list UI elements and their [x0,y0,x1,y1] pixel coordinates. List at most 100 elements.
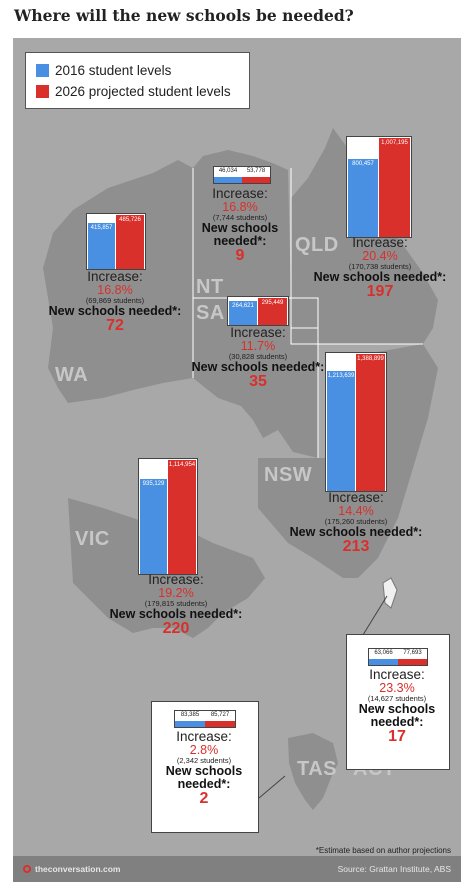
legend-label: 2026 projected student levels [55,83,231,99]
legend-item-2016: 2016 student levels [36,62,171,78]
bar-label-2026-qld: 1,007,195 [381,140,408,146]
bar-2026-sa: 295,449 [258,298,287,325]
state-label-qld: QLD [295,234,339,256]
legend-label: 2016 student levels [55,62,172,78]
region-info-act: Increase: 23.3% (14,627 students) New schoo… [346,667,448,746]
bar-2026-nt [242,177,270,183]
state-borders [192,168,423,458]
schools-needed-label: New schools [358,702,436,717]
nt-shape [193,150,291,298]
state-label-sa: SA [196,302,225,324]
increase-label: Increase: [148,572,204,587]
bar-2026-act [398,659,427,665]
increase-label: Increase: [369,667,425,682]
bar-2026-tas [205,721,235,727]
page-title: Where will the new schools be needed? [14,6,354,25]
legend-swatch-red [36,84,49,98]
legend-item-2026: 2026 projected student levels [36,83,231,99]
schools-needed-value: 72 [106,317,124,335]
increase-label: Increase: [212,186,268,201]
region-info-vic: Increase: 19.2% (179,815 students) New scho… [101,572,251,638]
state-label-vic: VIC [75,528,110,550]
schools-needed-value: 9 [235,247,245,265]
region-info-wa: Increase: 16.8% (69,869 students) New schoo… [41,269,189,335]
schools-needed-label: New schools needed*: [289,525,423,540]
increase-label: Increase: [230,325,286,340]
bar-label-2026-act: 77,693 [403,650,422,656]
act-shape [382,577,398,609]
increase-students: (7,744 students) [212,213,268,223]
bar-2016-sa: 264,621 [229,300,257,325]
increase-percent: 16.8% [97,283,133,298]
footnote: *Estimate based on author projections [315,846,451,855]
bar-label-2016-qld: 800,457 [352,160,374,167]
bar-frame-nsw: 1,213,639 1,388,899 [325,352,387,492]
region-info-tas: Increase: 2.8% (2,342 students) New schools… [151,729,257,808]
bar-frame-sa: 264,621 295,449 [227,296,289,326]
bar-label-2026-sa: 295,449 [261,300,284,306]
schools-needed-label: New schools needed*: [313,270,447,285]
increase-label: Increase: [352,235,408,250]
bar-frame-wa: 415,857 485,726 [86,213,146,270]
schools-needed-label: New schools needed*: [48,304,182,319]
schools-needed-label: needed*: [370,715,424,730]
bar-2026-nsw: 1,388,899 [356,354,385,491]
region-info-sa: Increase: 11.7% (30,828 students) New schoo… [188,325,328,391]
bar-label-2016-vic: 935,129 [142,480,165,487]
schools-needed-value: 35 [249,373,267,391]
tas-shape [288,733,338,810]
increase-students: (69,869 students) [85,296,145,306]
increase-label: Increase: [87,269,143,284]
increase-students: (2,342 students) [176,756,232,766]
increase-percent: 14.4% [338,504,374,519]
increase-students: (175,260 students) [324,517,388,527]
bar-label-2026-wa: 485,726 [119,217,141,223]
tas-callout-line [258,775,286,799]
schools-needed-label: needed*: [213,234,267,249]
bar-2016-nt [214,177,242,183]
bar-2016-vic: 935,129 [140,478,167,574]
bar-label-2016-wa: 415,857 [90,224,113,231]
bar-2026-vic: 1,114,954 [168,460,196,574]
footer-bar: theconversation.com Source: Grattan Inst… [13,856,461,882]
bar-2026-wa: 485,726 [116,215,144,269]
schools-needed-label: New schools needed*: [109,607,243,622]
increase-percent: 20.4% [362,249,398,264]
region-info-nsw: Increase: 14.4% (175,260 students) New scho… [281,490,431,556]
schools-needed-value: 17 [388,728,406,746]
state-label-tas: TAS [297,758,338,780]
increase-percent: 16.8% [222,200,258,215]
bar-label-2016-nt: 46,034 [218,168,238,174]
wa-shape [43,160,193,403]
bar-label-2026-tas: 85,727 [210,712,230,718]
increase-students: (14,627 students) [367,694,427,704]
schools-needed-value: 220 [162,620,190,638]
legend: 2016 student levels 2026 projected stude… [25,52,250,109]
region-info-nt: Increase: 16.8% (7,744 students) New school… [185,186,295,265]
bar-frame-nt: 46,034 53,778 [213,166,271,184]
schools-needed-label: New schools needed*: [191,360,325,375]
bar-label-2026-nsw: 1,388,899 [357,356,384,362]
logo-text: theconversation.com [35,864,121,874]
bar-label-2016-tas: 83,385 [180,712,200,718]
schools-needed-value: 2 [199,790,209,808]
bar-frame-qld: 800,457 1,007,195 [346,136,412,238]
bar-2016-tas [175,721,205,727]
bar-label-2016-act: 63,066 [374,650,393,656]
increase-percent: 19.2% [158,586,194,601]
schools-needed-label: New schools [165,764,243,779]
bar-label-2026-vic: 1,114,954 [168,462,196,468]
increase-students: (170,738 students) [348,262,412,272]
source-note: Source: Grattan Institute, ABS [337,864,451,874]
bar-frame-tas: 83,385 85,727 [174,710,236,728]
state-label-nt: NT [196,276,224,298]
region-info-qld: Increase: 20.4% (170,738 students) New scho… [305,235,455,301]
increase-students: (30,828 students) [228,352,288,362]
sa-shape [193,298,318,458]
bar-2016-qld: 800,457 [348,158,378,237]
schools-needed-value: 213 [342,538,370,556]
bar-2016-nsw: 1,213,639 [327,371,355,491]
legend-swatch-blue [36,63,49,77]
increase-label: Increase: [328,490,384,505]
bar-2016-wa: 415,857 [88,222,115,269]
